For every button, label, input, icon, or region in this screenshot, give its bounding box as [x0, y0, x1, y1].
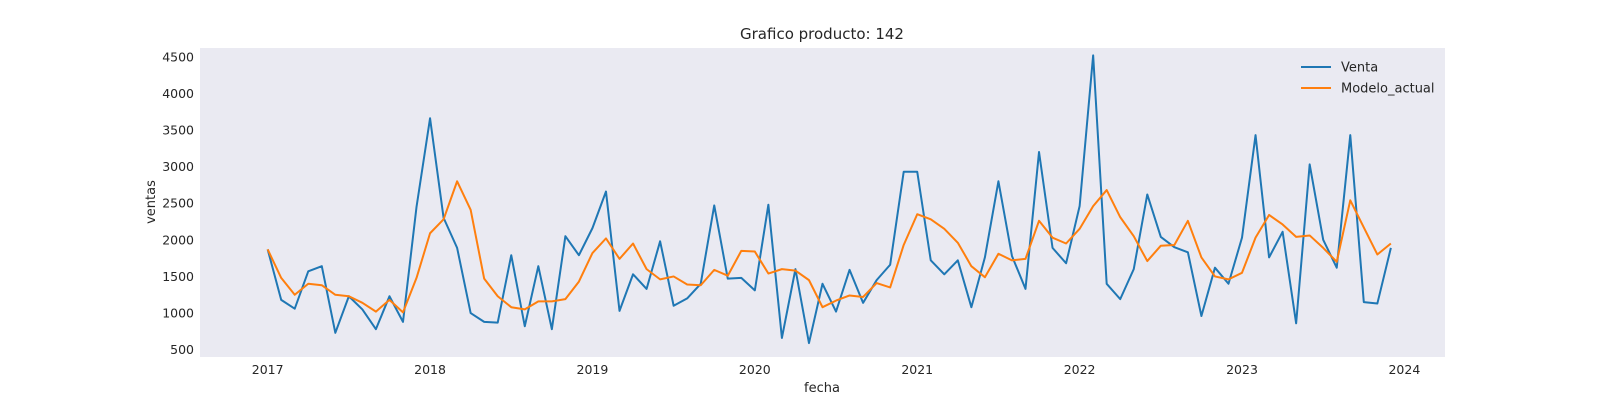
x-tick-label: 2019: [577, 362, 609, 377]
y-axis-label: ventas: [144, 180, 159, 224]
legend: Venta Modelo_actual: [1301, 61, 1435, 97]
series-line-modelo-actual: [266, 180, 1392, 314]
y-tick-label: 4000: [162, 86, 194, 101]
x-tick-label: 2024: [1388, 362, 1420, 377]
x-tick-label: 2021: [901, 362, 933, 377]
series-line-venta: [266, 54, 1392, 345]
chart-title: Grafico producto: 142: [740, 25, 904, 43]
y-tick-label: 3000: [162, 159, 194, 174]
x-tick-label: 2018: [414, 362, 446, 377]
x-tick-label: 2023: [1226, 362, 1258, 377]
x-tick-label: 2017: [252, 362, 284, 377]
y-tick-label: 2500: [162, 196, 194, 211]
x-axis-label: fecha: [804, 381, 840, 396]
legend-label: Venta: [1341, 61, 1378, 76]
y-tick-label: 1500: [162, 269, 194, 284]
y-tick-label: 4500: [162, 49, 194, 64]
y-tick-label: 2000: [162, 232, 194, 247]
x-tick-label: 2022: [1064, 362, 1096, 377]
y-tick-label: 1000: [162, 306, 194, 321]
y-axis-ticks: 500 1000 1500 2000 2500 3000 3500 4000 4500: [162, 49, 194, 357]
y-tick-label: 500: [170, 342, 194, 357]
x-tick-label: 2020: [739, 362, 771, 377]
series-lines: [266, 54, 1392, 345]
legend-label: Modelo_actual: [1341, 82, 1435, 97]
x-axis-ticks: 2017 2018 2019 2020 2021 2022 2023 2024: [252, 362, 1421, 377]
plot-background: [200, 48, 1445, 357]
y-tick-label: 3500: [162, 123, 194, 138]
